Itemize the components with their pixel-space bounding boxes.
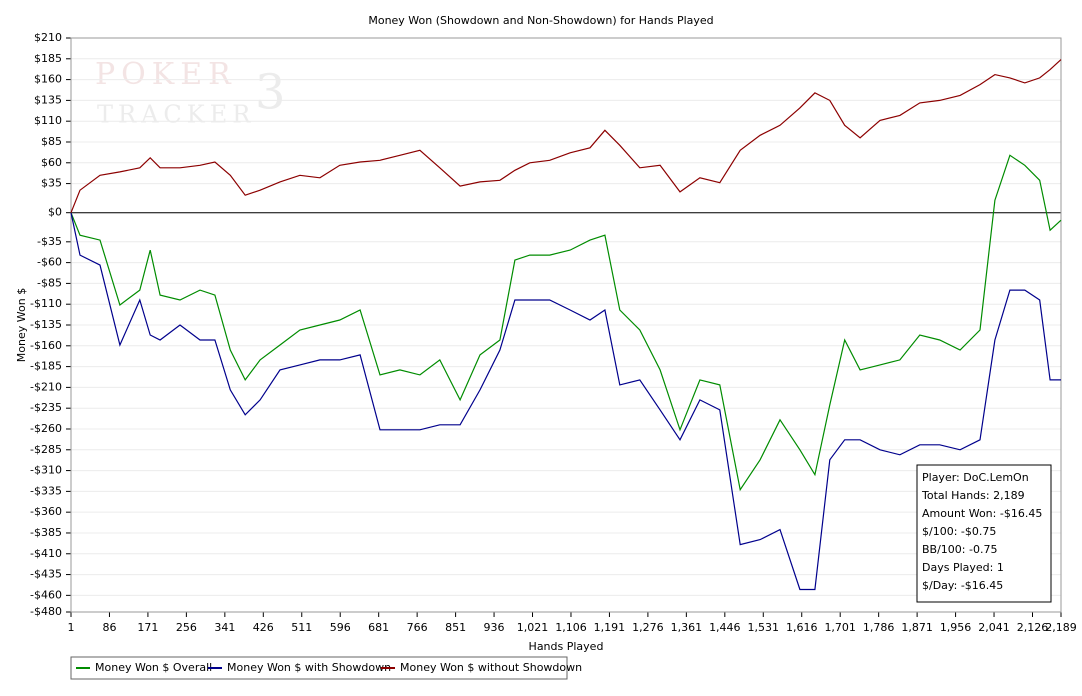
x-tick-label: 936: [484, 621, 505, 634]
y-tick-label: -$160: [30, 339, 62, 352]
y-tick-label: $60: [41, 156, 62, 169]
x-tick-label: 256: [176, 621, 197, 634]
x-tick-label: 171: [137, 621, 158, 634]
legend-label: Money Won $ Overall: [95, 661, 212, 674]
x-tick-label: 596: [330, 621, 351, 634]
x-axis-label: Hands Played: [529, 640, 604, 653]
y-tick-label: -$60: [37, 256, 62, 269]
info-box: [916, 464, 1052, 603]
info-text: BB/100: -0.75: [922, 543, 997, 556]
info-text: $/100: -$0.75: [922, 525, 996, 538]
y-tick-label: -$35: [37, 235, 62, 248]
y-tick-label: -$185: [30, 360, 62, 373]
y-tick-label: $135: [34, 93, 62, 106]
x-tick-label: 1,701: [824, 621, 856, 634]
y-tick-label: -$385: [30, 526, 62, 539]
legend-label: Money Won $ with Showdown: [227, 661, 391, 674]
y-tick-label: -$110: [30, 297, 62, 310]
x-tick-label: 2,189: [1045, 621, 1077, 634]
x-tick-label: 1,361: [671, 621, 703, 634]
x-tick-label: 1: [68, 621, 75, 634]
x-tick-label: 851: [445, 621, 466, 634]
y-tick-label: -$310: [30, 464, 62, 477]
x-tick-label: 2,126: [1017, 621, 1049, 634]
x-tick-label: 1,786: [863, 621, 895, 634]
x-tick-label: 1,871: [901, 621, 933, 634]
y-tick-label: -$235: [30, 401, 62, 414]
y-tick-label: -$410: [30, 547, 62, 560]
y-tick-label: $85: [41, 135, 62, 148]
series-line: [70, 154, 1062, 492]
y-tick-label: $35: [41, 177, 62, 190]
x-tick-label: 766: [407, 621, 428, 634]
y-tick-label: -$285: [30, 443, 62, 456]
info-text: $/Day: -$16.45: [922, 579, 1003, 592]
x-tick-label: 1,531: [748, 621, 780, 634]
legend-label: Money Won $ without Showdown: [400, 661, 582, 674]
x-tick-label: 1,106: [555, 621, 587, 634]
x-tick-label: 1,616: [786, 621, 818, 634]
y-tick-label: -$260: [30, 422, 62, 435]
x-tick-label: 1,191: [594, 621, 626, 634]
x-tick-label: 426: [253, 621, 274, 634]
info-text: Player: DoC.LemOn: [922, 471, 1029, 484]
watermark: POKER: [95, 57, 237, 92]
x-tick-label: 1,276: [632, 621, 664, 634]
y-tick-label: $110: [34, 114, 62, 127]
y-tick-label: -$360: [30, 505, 62, 518]
watermark: TRACKER: [97, 101, 255, 129]
y-tick-label: -$85: [37, 276, 62, 289]
y-tick-label: $160: [34, 73, 62, 86]
chart-title: Money Won (Showdown and Non-Showdown) fo…: [368, 14, 713, 27]
x-tick-label: 86: [102, 621, 116, 634]
x-tick-label: 1,446: [709, 621, 741, 634]
y-tick-label: $185: [34, 52, 62, 65]
x-tick-label: 681: [368, 621, 389, 634]
x-tick-label: 1,956: [940, 621, 972, 634]
info-text: Days Played: 1: [922, 561, 1004, 574]
legend-box: [70, 656, 568, 680]
y-tick-label: -$135: [30, 318, 62, 331]
x-tick-label: 2,041: [978, 621, 1010, 634]
plot-border: [70, 37, 1062, 613]
y-tick-label: -$435: [30, 568, 62, 581]
y-axis-label: Money Won $: [15, 288, 28, 362]
y-tick-label: $210: [34, 31, 62, 44]
series-line: [70, 59, 1062, 213]
x-tick-label: 1,021: [517, 621, 549, 634]
x-tick-label: 511: [291, 621, 312, 634]
watermark: 3: [255, 65, 286, 121]
x-tick-label: 341: [214, 621, 235, 634]
info-text: Total Hands: 2,189: [921, 489, 1025, 502]
info-text: Amount Won: -$16.45: [922, 507, 1042, 520]
y-tick-label: -$335: [30, 484, 62, 497]
y-tick-label: -$460: [30, 588, 62, 601]
y-tick-label: $0: [48, 206, 62, 219]
y-tick-label: -$210: [30, 380, 62, 393]
series-line: [70, 212, 1061, 591]
y-tick-label: -$480: [30, 605, 62, 618]
